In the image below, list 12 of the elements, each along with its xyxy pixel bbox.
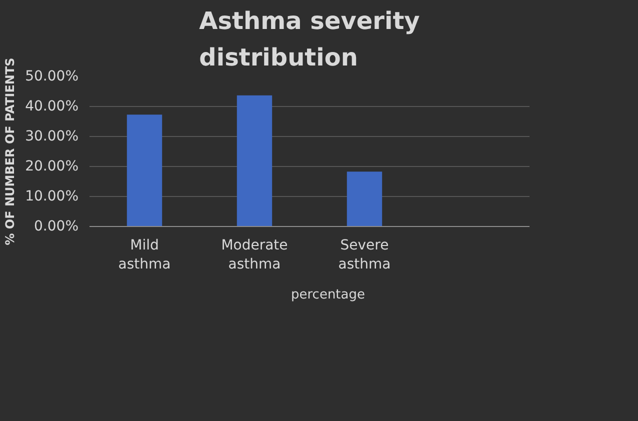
- x-tick-label: Moderate asthma: [221, 238, 288, 273]
- x-tick-label: Mild asthma: [118, 238, 171, 273]
- y-tick-label: 0.00%: [34, 218, 79, 234]
- y-tick-label: 30.00%: [25, 128, 79, 144]
- chart-title: Asthma severity distribution: [199, 7, 420, 72]
- y-tick-label: 10.00%: [25, 188, 79, 204]
- y-tick-label: 20.00%: [25, 158, 79, 174]
- y-axis-title: % OF NUMBER OF PATIENTS: [3, 58, 18, 246]
- text: percentage: [290, 288, 366, 302]
- y-tick-label: 40.00%: [25, 98, 79, 114]
- y-tick-label: 50.00%: [25, 68, 79, 84]
- x-tick-label: Severe asthma: [338, 238, 391, 273]
